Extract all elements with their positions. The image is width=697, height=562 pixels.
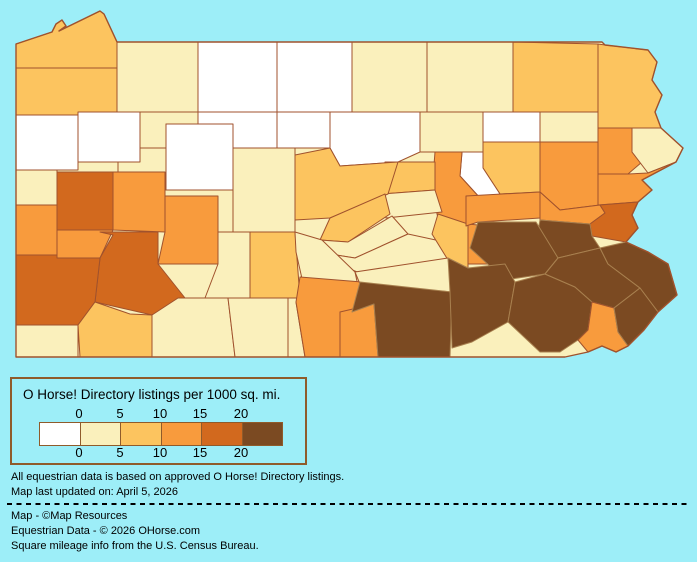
legend-tick: 0 — [75, 445, 83, 460]
county-cameron — [276, 111, 331, 149]
county-venango — [77, 111, 141, 163]
legend-ticks-bottom: 0 5 10 15 20 — [12, 445, 305, 460]
county-indiana — [157, 195, 219, 265]
legend-tick: 20 — [233, 445, 249, 460]
county-somerset — [151, 297, 236, 358]
dashed-separator — [7, 503, 691, 505]
county-sullivan — [482, 111, 541, 143]
county-lawrence — [15, 169, 58, 206]
county-clearfield — [232, 147, 296, 233]
credit-map: Map - ©Map Resources — [11, 510, 128, 522]
legend-ticks-top: 0 5 10 15 20 — [12, 406, 305, 421]
county-warren — [116, 41, 199, 113]
county-tioga — [351, 41, 428, 113]
county-wyoming — [539, 111, 599, 143]
note-data-source: All equestrian data is based on approved… — [11, 471, 345, 483]
legend-tick: 10 — [152, 445, 168, 460]
legend-swatch-3 — [161, 423, 202, 445]
county-schuylkill — [465, 191, 541, 227]
county-mifflin — [319, 193, 391, 243]
county-clinton — [329, 111, 421, 167]
county-blair — [249, 231, 301, 299]
legend-swatch-0 — [40, 423, 81, 445]
county-mercer — [15, 114, 79, 171]
legend-swatch-2 — [121, 423, 162, 445]
county-jefferson — [165, 123, 234, 191]
state-outline — [15, 10, 684, 358]
county-beaver — [15, 204, 58, 259]
legend-tick: 0 — [75, 406, 83, 421]
credit-equestrian-data: Equestrian Data - © 2026 OHorse.com — [11, 525, 201, 537]
legend-swatch-4 — [202, 423, 243, 445]
county-butler — [56, 171, 114, 231]
credit-census: Square mileage info from the U.S. Census… — [11, 540, 259, 552]
county-potter — [276, 41, 353, 113]
legend-color-ramp — [39, 422, 283, 446]
legend-title: O Horse! Directory listings per 1000 sq.… — [23, 387, 281, 402]
legend-tick: 5 — [116, 445, 124, 460]
legend-tick: 10 — [152, 406, 168, 421]
county-crawford — [15, 67, 118, 116]
pennsylvania-map — [15, 10, 684, 358]
county-susquehanna — [512, 41, 599, 113]
county-layer — [15, 10, 684, 358]
legend-tick: 20 — [233, 406, 249, 421]
legend-box: O Horse! Directory listings per 1000 sq.… — [10, 377, 307, 465]
legend-tick: 15 — [192, 406, 208, 421]
legend-tick: 5 — [116, 406, 124, 421]
note-last-updated: Map last updated on: April 5, 2026 — [11, 486, 178, 498]
county-lycoming — [419, 111, 484, 153]
county-bradford — [426, 41, 514, 113]
county-centre — [294, 147, 399, 221]
county-adams — [339, 303, 379, 358]
legend-swatch-5 — [242, 423, 282, 445]
legend-swatch-1 — [80, 423, 121, 445]
county-armstrong — [112, 171, 166, 233]
county-greene — [15, 324, 79, 358]
county-mckean — [197, 41, 278, 113]
legend-tick: 15 — [192, 445, 208, 460]
